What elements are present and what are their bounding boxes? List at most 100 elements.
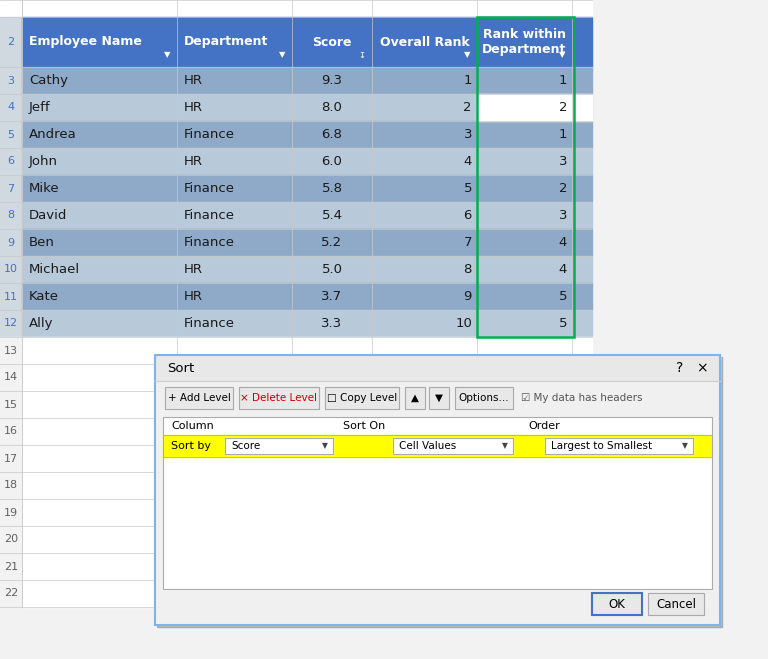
Text: 10: 10 — [4, 264, 18, 275]
Text: 3: 3 — [8, 76, 15, 86]
Text: Finance: Finance — [184, 317, 235, 330]
Bar — [22, 67, 592, 94]
Text: Employee Name: Employee Name — [29, 36, 142, 49]
Bar — [0, 526, 22, 553]
Text: HR: HR — [184, 74, 203, 87]
Text: Sort by: Sort by — [171, 441, 211, 451]
Text: Finance: Finance — [184, 182, 235, 195]
Text: 2: 2 — [8, 37, 15, 47]
Text: 8: 8 — [464, 263, 472, 276]
Bar — [0, 445, 22, 472]
Bar — [22, 418, 592, 445]
Bar — [592, 593, 642, 615]
Text: ×: × — [696, 361, 708, 375]
Text: 10: 10 — [455, 317, 472, 330]
Bar — [477, 17, 574, 337]
Bar — [0, 121, 22, 148]
Text: 2: 2 — [464, 101, 472, 114]
Bar — [22, 472, 592, 499]
Bar — [0, 67, 22, 94]
Bar — [22, 337, 592, 364]
Text: 3: 3 — [558, 155, 567, 168]
Bar — [325, 387, 399, 409]
Bar — [429, 387, 449, 409]
Bar — [592, 593, 642, 615]
Text: HR: HR — [184, 101, 203, 114]
Text: 18: 18 — [4, 480, 18, 490]
Bar — [0, 364, 22, 391]
Bar — [648, 593, 704, 615]
Text: Overall Rank: Overall Rank — [379, 36, 469, 49]
Text: Kate: Kate — [29, 290, 59, 303]
Bar — [155, 355, 720, 625]
Bar — [0, 499, 22, 526]
Bar — [239, 387, 319, 409]
Text: David: David — [29, 209, 68, 222]
Text: ▼: ▼ — [435, 393, 443, 403]
Text: × Delete Level: × Delete Level — [240, 393, 317, 403]
Text: 7: 7 — [464, 236, 472, 249]
Bar — [0, 0, 22, 17]
Bar — [163, 435, 712, 457]
Bar — [155, 355, 720, 381]
Text: 19: 19 — [4, 507, 18, 517]
Text: 4: 4 — [558, 263, 567, 276]
Bar — [225, 438, 333, 454]
Bar — [22, 17, 592, 67]
Bar — [165, 387, 233, 409]
Bar — [0, 229, 22, 256]
Bar — [0, 202, 22, 229]
Bar — [22, 148, 592, 175]
Text: Finance: Finance — [184, 236, 235, 249]
Text: + Add Level: + Add Level — [167, 393, 230, 403]
Text: 5: 5 — [8, 130, 15, 140]
Bar — [325, 387, 399, 409]
Text: 1: 1 — [464, 74, 472, 87]
Text: Finance: Finance — [184, 209, 235, 222]
Text: 14: 14 — [4, 372, 18, 382]
Text: 12: 12 — [4, 318, 18, 328]
Text: Michael: Michael — [29, 263, 80, 276]
Bar — [0, 553, 22, 580]
Text: John: John — [29, 155, 58, 168]
Bar — [0, 472, 22, 499]
Text: ▼: ▼ — [559, 51, 565, 59]
Text: 6: 6 — [8, 156, 15, 167]
Text: Order: Order — [528, 421, 560, 431]
Text: Cancel: Cancel — [656, 598, 696, 610]
Text: Largest to Smallest: Largest to Smallest — [551, 441, 652, 451]
Text: ▲: ▲ — [411, 393, 419, 403]
Bar — [163, 435, 712, 457]
Text: Rank within
Department: Rank within Department — [482, 28, 567, 57]
Text: □ Copy Level: □ Copy Level — [327, 393, 397, 403]
Bar — [239, 387, 319, 409]
Bar — [22, 283, 592, 310]
Bar — [22, 121, 592, 148]
Text: Andrea: Andrea — [29, 128, 77, 141]
Bar — [165, 387, 233, 409]
Bar — [0, 391, 22, 418]
Text: 9: 9 — [464, 290, 472, 303]
Text: 22: 22 — [4, 588, 18, 598]
Text: Ben: Ben — [29, 236, 55, 249]
Text: 3: 3 — [464, 128, 472, 141]
Text: HR: HR — [184, 155, 203, 168]
Bar — [22, 553, 592, 580]
Text: 20: 20 — [4, 534, 18, 544]
Text: Column: Column — [171, 421, 214, 431]
Text: ☑ My data has headers: ☑ My data has headers — [521, 393, 643, 403]
Bar — [455, 387, 513, 409]
Text: Score: Score — [231, 441, 260, 451]
Text: 4: 4 — [464, 155, 472, 168]
Bar — [0, 94, 22, 121]
Text: Jeff: Jeff — [29, 101, 51, 114]
Bar — [0, 310, 22, 337]
Bar — [393, 438, 513, 454]
Bar — [163, 417, 712, 589]
Bar — [22, 499, 592, 526]
Text: 1: 1 — [558, 74, 567, 87]
Text: 17: 17 — [4, 453, 18, 463]
Text: HR: HR — [184, 290, 203, 303]
Text: 5.2: 5.2 — [322, 236, 343, 249]
Text: Mike: Mike — [29, 182, 60, 195]
